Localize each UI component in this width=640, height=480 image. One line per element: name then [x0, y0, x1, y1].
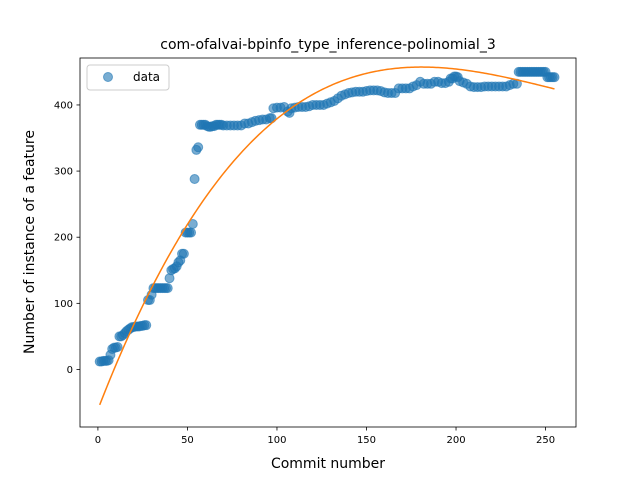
x-tick-label: 150: [357, 435, 376, 446]
y-tick-label: 0: [67, 365, 73, 376]
y-tick-label: 200: [54, 233, 73, 244]
data-point: [141, 320, 152, 331]
legend-box: [86, 64, 170, 91]
x-tick-label: 50: [181, 435, 194, 446]
axes-layer: 0 50 100 150 200 250 0 100 200 300 400: [54, 57, 577, 446]
legend: data: [86, 64, 170, 91]
data-layer: [94, 66, 560, 406]
legend-marker-data: [103, 72, 113, 82]
x-axis-title: Commit number: [271, 456, 385, 472]
y-tick-label: 300: [54, 167, 73, 178]
x-tick-label: 0: [95, 435, 101, 446]
data-point: [189, 174, 200, 185]
data-point: [549, 72, 560, 83]
x-tick-label: 200: [446, 435, 465, 446]
data-point: [162, 283, 173, 294]
legend-label-data: data: [133, 70, 160, 84]
data-point: [178, 248, 189, 259]
data-point: [186, 227, 197, 238]
data-point: [112, 341, 123, 352]
x-tick-label: 100: [267, 435, 286, 446]
data-point: [193, 142, 204, 153]
y-axis-title: Number of instance of a feature: [22, 130, 38, 354]
plot-frame: [79, 57, 577, 428]
fit-curve: [99, 66, 555, 406]
y-tick-label: 400: [54, 100, 73, 111]
chart-title: com-ofalvai-bpinfo_type_inference-polino…: [160, 37, 495, 53]
x-tick-label: 250: [536, 435, 555, 446]
y-tick-label: 100: [54, 299, 73, 310]
